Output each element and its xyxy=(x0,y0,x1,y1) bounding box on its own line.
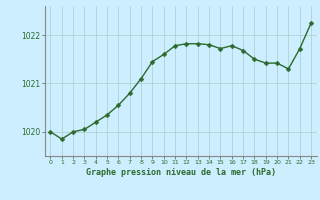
X-axis label: Graphe pression niveau de la mer (hPa): Graphe pression niveau de la mer (hPa) xyxy=(86,168,276,177)
